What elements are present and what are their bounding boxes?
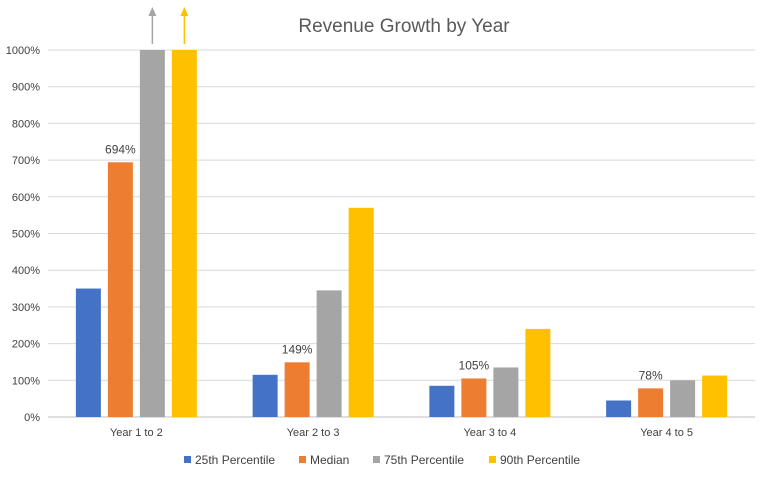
bar-25th-percentile-3 [429,385,455,417]
data-label: 78% [639,368,663,382]
legend: 25th Percentile Median 75th Percentile 90th… [184,453,580,467]
bar-median-2 [284,362,310,417]
chart-title: Revenue Growth by Year [298,16,510,37]
gridlines [48,49,755,418]
legend-swatch [299,456,306,463]
legend-item: 75th Percentile [373,453,464,467]
y-tick-label: 100% [12,375,40,387]
y-tick-label: 200% [12,339,40,351]
bar-90th-percentile-4 [702,375,728,417]
legend-label: 90th Percentile [500,453,580,467]
bar-90th-percentile-2 [348,207,374,417]
bar-90th-percentile-1 [171,50,197,417]
data-label: 694% [105,142,136,156]
legend-swatch [489,456,496,463]
bars [75,50,728,417]
bar-median-3 [461,378,487,417]
y-tick-label: 600% [12,192,40,204]
overflow-markers [148,7,189,44]
bar-25th-percentile-1 [75,288,101,417]
up-arrow-icon [148,7,157,44]
legend-item: Median [299,453,349,467]
bar-25th-percentile-2 [252,374,278,417]
data-labels: 694% 149% 105% 78% [105,142,663,382]
y-tick-label: 400% [12,265,40,277]
bar-median-4 [638,388,664,417]
bar-75th-percentile-1 [139,50,165,417]
y-tick-label: 0% [24,412,40,424]
bar-90th-percentile-3 [525,328,551,417]
legend-label: Median [310,453,349,467]
up-arrow-icon [180,7,189,44]
y-tick-label: 1000% [6,45,40,57]
y-axis-ticks: 0% 100% 200% 300% 400% 500% 600% 700% 800% 900% 10… [6,45,40,424]
bar-median-1 [107,162,133,417]
bar-25th-percentile-4 [606,400,632,417]
bar-75th-percentile-2 [316,290,342,417]
bar-75th-percentile-3 [493,367,519,417]
data-label: 149% [282,342,313,356]
y-tick-label: 500% [12,229,40,241]
y-tick-label: 700% [12,155,40,167]
data-label: 105% [459,358,490,372]
legend-item: 25th Percentile [184,453,275,467]
y-tick-label: 300% [12,302,40,314]
y-tick-label: 800% [12,118,40,130]
x-category-label: Year 2 to 3 [287,427,340,439]
legend-label: 75th Percentile [384,453,464,467]
y-tick-label: 900% [12,82,40,94]
legend-label: 25th Percentile [195,453,275,467]
x-category-label: Year 4 to 5 [640,427,693,439]
legend-item: 90th Percentile [489,453,580,467]
x-axis-categories: Year 1 to 2 Year 2 to 3 Year 3 to 4 Year 4 … [110,427,693,439]
x-category-label: Year 3 to 4 [463,427,516,439]
x-category-label: Year 1 to 2 [110,427,163,439]
legend-swatch [184,456,191,463]
legend-swatch [373,456,380,463]
bar-75th-percentile-4 [670,380,696,417]
